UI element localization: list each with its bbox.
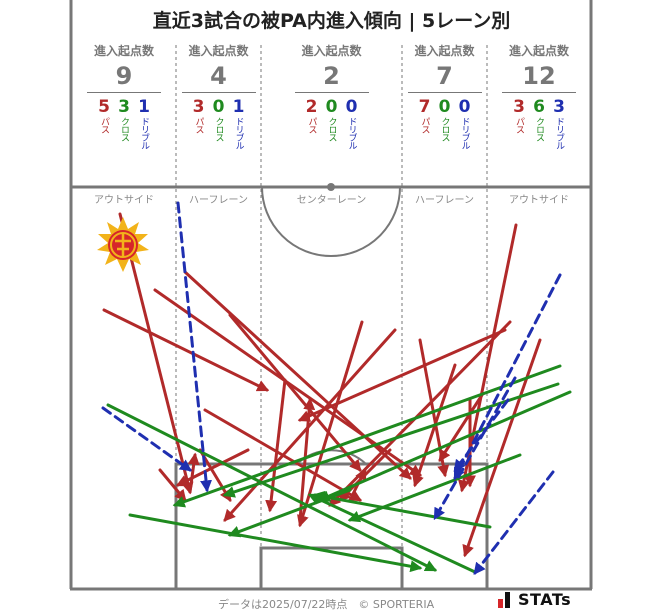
stats-logo: STATs xyxy=(498,590,571,609)
stats-logo-text: STATs xyxy=(518,590,572,609)
lane-total: 4 xyxy=(210,62,227,90)
lane-name-half-left: ハーフレーン xyxy=(189,195,248,206)
pass-arrow xyxy=(438,393,484,463)
dribble-label: ドリブル xyxy=(346,117,357,149)
cross-label: クロス xyxy=(439,117,450,141)
lane-header-label: 進入起点数 xyxy=(188,44,249,58)
cross-arrow xyxy=(106,403,438,572)
cross-arrow xyxy=(172,364,562,508)
pass-arrow xyxy=(328,320,512,507)
lane-total: 12 xyxy=(522,62,556,90)
lane-total: 2 xyxy=(323,62,340,90)
lane-header-outside-right: 進入起点数 12 3 パス 6 クロス 3 ドリブル xyxy=(487,42,591,149)
cross-count: 0 xyxy=(212,97,225,117)
cross-label: クロス xyxy=(213,117,224,141)
lane-header-half-left: 進入起点数 4 3 パス 0 クロス 1 ドリブル xyxy=(176,42,261,149)
lane-header-outside-left: 進入起点数 9 5 パス 3 クロス 1 ドリブル xyxy=(72,42,176,149)
lane-name-outside-right: アウトサイド xyxy=(509,195,569,206)
cross-arrow xyxy=(317,390,572,502)
goal-area xyxy=(259,546,404,589)
cross-count: 3 xyxy=(118,97,130,117)
lane-divider-rule xyxy=(294,92,369,93)
pass-arrow xyxy=(118,212,194,495)
cross-arrow xyxy=(312,490,492,529)
lane-header-half-right: 進入起点数 7 7 パス 0 クロス 0 ドリブル xyxy=(402,42,487,149)
cross-arrow xyxy=(227,488,352,538)
pass-label: パス xyxy=(99,117,109,133)
pass-arrow xyxy=(187,452,200,494)
lane-name-half-right: ハーフレーン xyxy=(415,195,474,206)
pass-arrow xyxy=(223,328,397,522)
pass-count: 2 xyxy=(305,97,318,117)
lane-header-label: 進入起点数 xyxy=(508,44,569,58)
dribble-arrow xyxy=(433,376,517,521)
lane-header-center: 進入起点数 2 2 パス 0 クロス 0 ドリブル xyxy=(261,42,402,149)
pass-label: パス xyxy=(419,117,430,133)
pass-label: パス xyxy=(193,117,204,133)
cross-count: 0 xyxy=(438,97,451,117)
cross-arrow xyxy=(347,453,522,523)
dribble-count: 1 xyxy=(138,97,150,117)
lane-header-label: 進入起点数 xyxy=(301,44,362,58)
dribble-label: ドリブル xyxy=(554,117,564,149)
footer-credit: データは2025/07/22時点 © SPORTERIA xyxy=(218,598,435,611)
dribble-arrow xyxy=(176,201,213,493)
dribble-count: 0 xyxy=(458,97,471,117)
stats-logo-mark-icon xyxy=(498,591,514,608)
lane-divider-rule xyxy=(502,92,576,93)
dribble-label: ドリブル xyxy=(459,117,470,149)
dribble-arrow xyxy=(473,470,555,575)
lane-divider-rule xyxy=(407,92,482,93)
pass-arrow xyxy=(462,338,542,558)
cross-label: クロス xyxy=(534,117,544,141)
cross-arrow xyxy=(307,493,477,574)
pass-arrow xyxy=(158,468,187,502)
dribble-count: 1 xyxy=(232,97,245,117)
pass-count: 7 xyxy=(418,97,431,117)
cross-arrow xyxy=(222,382,560,498)
lane-total: 9 xyxy=(115,62,133,90)
team-crest-icon xyxy=(97,217,149,272)
pass-count: 3 xyxy=(513,97,525,117)
pass-arrow xyxy=(297,328,507,422)
pass-label: パス xyxy=(514,117,524,133)
pass-label: パス xyxy=(306,117,317,133)
pass-arrow xyxy=(228,313,362,472)
dribble-count: 0 xyxy=(345,97,358,117)
cross-arrow xyxy=(128,513,423,573)
entry-arrows xyxy=(101,201,572,575)
dribble-label: ドリブル xyxy=(139,117,149,149)
lane-divider-rule xyxy=(181,92,256,93)
lane-name-outside-left: アウトサイド xyxy=(94,195,154,206)
lane-name-center: センターレーン xyxy=(296,195,367,206)
lane-header-label: 進入起点数 xyxy=(93,44,154,58)
dribble-arrow xyxy=(453,273,562,481)
cross-count: 6 xyxy=(533,97,545,117)
center-circle xyxy=(261,186,401,257)
lane-divider-rule xyxy=(87,92,161,93)
lane-header-label: 進入起点数 xyxy=(414,44,475,58)
pass-arrow xyxy=(297,320,364,528)
lane-total: 7 xyxy=(436,62,453,90)
chart-title: 直近3試合の被PA内進入傾向 | 5レーン別 xyxy=(152,10,511,32)
pass-arrow xyxy=(102,308,270,392)
cross-count: 0 xyxy=(325,97,338,117)
pass-arrow xyxy=(175,448,250,487)
dribble-label: ドリブル xyxy=(233,117,244,149)
center-spot xyxy=(327,183,335,191)
cross-label: クロス xyxy=(326,117,337,141)
pass-arrow xyxy=(298,397,316,522)
pass-arrow xyxy=(183,270,412,480)
cross-label: クロス xyxy=(119,117,129,141)
pass-count: 3 xyxy=(192,97,205,117)
dribble-arrow xyxy=(101,406,192,472)
pass-count: 5 xyxy=(98,97,110,117)
dribble-count: 3 xyxy=(553,97,565,117)
